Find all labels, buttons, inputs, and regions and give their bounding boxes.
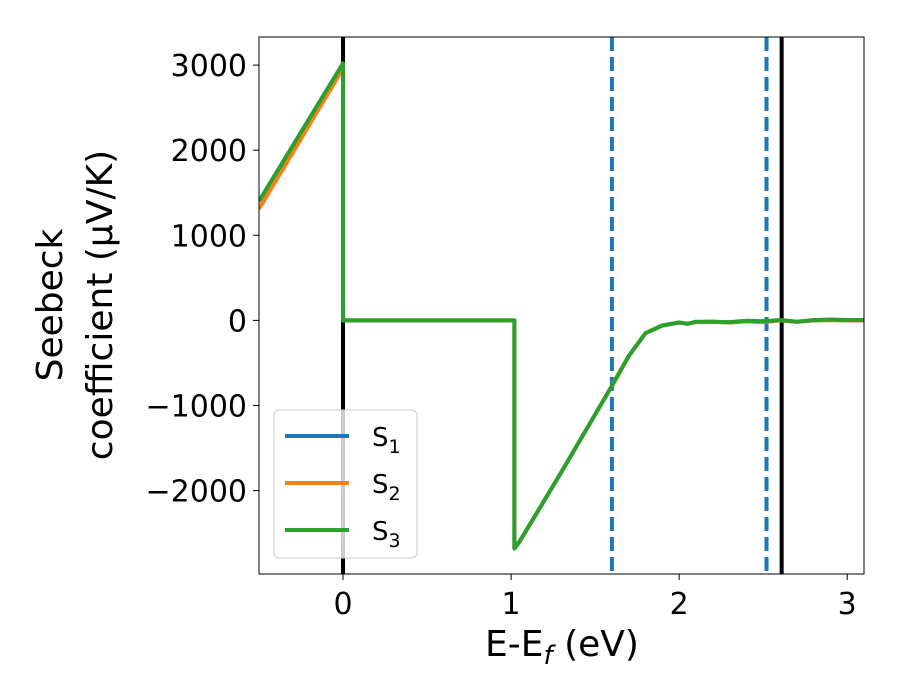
y-tick-label: 1000: [171, 219, 247, 254]
legend-label-3: S3: [372, 517, 401, 552]
x-axis-label: E-Ef (eV): [485, 624, 639, 671]
y-axis-label-line1: Seebeck: [30, 228, 71, 381]
y-tick-label: −1000: [146, 389, 247, 424]
y-tick-label: 2000: [171, 134, 247, 169]
y-tick-label: 0: [228, 304, 247, 339]
y-tick-label: 3000: [171, 49, 247, 84]
axes-frame: [258, 36, 865, 575]
y-axis-label-line2: coefficient (μV/K): [80, 150, 121, 460]
x-tick-label: 1: [502, 587, 521, 622]
x-tick-label: 0: [333, 587, 352, 622]
legend: S1 S2 S3: [273, 409, 418, 559]
legend-label-1: S1: [372, 423, 401, 458]
x-tick-label: 3: [838, 587, 857, 622]
y-axis-ticks: −2000 −1000 0 1000 2000 3000: [146, 49, 259, 510]
y-tick-label: −2000: [146, 475, 247, 510]
legend-label-2: S2: [372, 470, 401, 505]
series-line-3: [259, 61, 864, 551]
x-tick-label: 2: [670, 587, 689, 622]
data-series: [259, 61, 864, 551]
x-axis-ticks: 0 1 2 3: [333, 574, 857, 622]
